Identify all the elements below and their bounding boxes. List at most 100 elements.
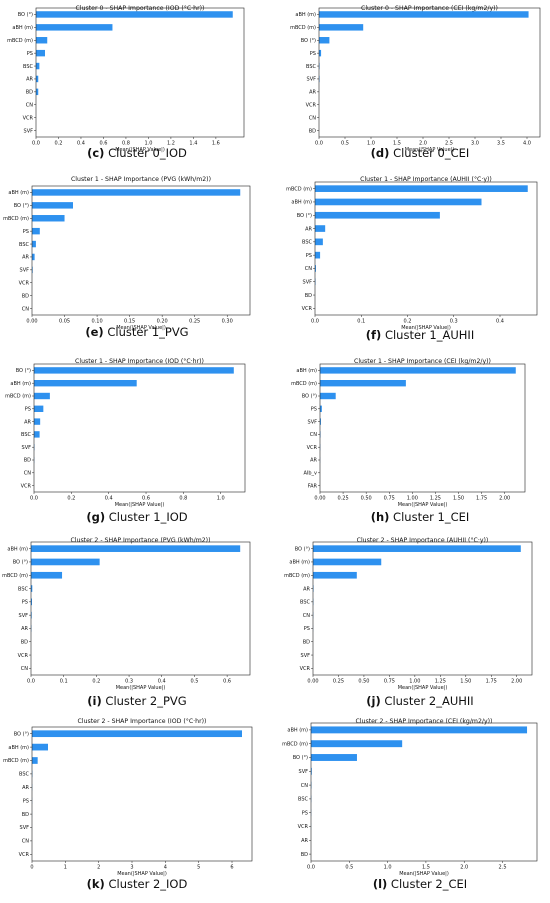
caption-letter: (h) [371, 510, 390, 524]
caption-text: Cluster 2_IOD [105, 877, 188, 891]
x-tick-label: 1 [64, 865, 67, 871]
panel-title: Cluster 1 - SHAP Importance (PVG (kWh/m2… [71, 176, 211, 183]
caption-text: Cluster 0_CEI [389, 146, 469, 160]
bar-c-0 [36, 11, 233, 18]
x-tick-label: 0.8 [122, 141, 130, 147]
bar-d-0 [319, 11, 529, 18]
y-tick-label: mBCD (m) [291, 381, 317, 387]
plot-frame [310, 722, 538, 862]
y-tick-label: CN [301, 783, 308, 789]
x-tick-label: 6 [230, 865, 233, 871]
y-tick-label: AR [21, 626, 28, 632]
y-tick-label: AR [26, 77, 33, 83]
plot-frame [31, 726, 253, 862]
bar-f-2 [315, 211, 440, 219]
x-tick-label: 0.2 [55, 141, 63, 147]
caption-letter: (e) [85, 325, 103, 339]
y-tick-label: mBCD (m) [3, 758, 29, 764]
y-tick-label: aBH (m) [12, 25, 33, 31]
bar-j-1 [313, 558, 382, 566]
y-tick-label: VCR [307, 445, 318, 451]
bar-g-1 [34, 380, 137, 387]
y-tick-label: CN [21, 666, 28, 672]
y-tick-label: SVF [307, 77, 317, 83]
x-tick-label: 0.2 [404, 319, 412, 325]
panel-h: Cluster 1 - SHAP Importance (CEI (kg/m2/… [291, 358, 526, 524]
y-tick-label: PS [311, 407, 317, 413]
y-tick-label: AR [22, 255, 29, 261]
y-tick-label: BO (°) [14, 731, 29, 737]
bar-f-4 [315, 238, 323, 246]
x-tick-label: 5 [197, 865, 200, 871]
x-tick-label: 1.0 [384, 865, 392, 871]
x-tick-label: 1.0 [144, 141, 152, 147]
y-tick-label: CN [310, 432, 317, 438]
y-tick-label: BSC [19, 772, 30, 778]
x-tick-label: 0.0 [30, 496, 38, 502]
y-tick-label: VCR [300, 666, 311, 672]
y-tick-label: PS [23, 229, 29, 235]
plot-frame [312, 541, 533, 676]
x-axis-label: Mean(|SHAP Value|) [116, 325, 166, 331]
x-tick-label: 1.00 [409, 679, 420, 685]
x-tick-label: 1.50 [453, 496, 464, 502]
x-tick-label: 0.25 [189, 319, 200, 325]
panel-title: Cluster 0 - SHAP Importance (CEI (kg/m2/… [361, 5, 498, 12]
bar-f-3 [315, 225, 326, 232]
bar-i-5 [31, 611, 32, 619]
caption-text: Cluster 1_PVG [104, 325, 189, 339]
bar-k-1 [32, 743, 48, 751]
x-tick-label: 1.75 [486, 679, 497, 685]
y-tick-label: mBCD (m) [5, 394, 31, 400]
y-tick-label: mBCD (m) [286, 186, 312, 192]
y-tick-label: BO (°) [301, 38, 316, 44]
x-tick-label: 0.2 [92, 679, 100, 685]
bar-d-2 [319, 37, 330, 44]
y-tick-label: SVF [303, 279, 313, 285]
x-tick-label: 0.10 [92, 319, 103, 325]
panel-d: Cluster 0 - SHAP Importance (CEI (kg/m2/… [290, 5, 541, 160]
y-tick-label: CN [303, 613, 310, 619]
x-tick-label: 0.00 [307, 679, 318, 685]
panel-g: Cluster 1 - SHAP Importance (IOD (°C·hr)… [5, 357, 246, 524]
bar-f-1 [315, 198, 482, 206]
caption-letter: (j) [366, 694, 380, 708]
y-tick-label: AR [22, 785, 29, 791]
plot-frame [30, 541, 251, 676]
panel-f: Cluster 1 - SHAP Importance (AUHII (°C·y… [286, 175, 538, 342]
y-tick-label: BD [21, 639, 28, 645]
x-tick-label: 0.30 [222, 319, 233, 325]
bar-g-0 [34, 367, 234, 374]
panel-title: Cluster 2 - SHAP Importance (CEI (kg/m2/… [356, 718, 493, 725]
y-tick-label: AR [24, 419, 31, 425]
x-tick-label: 0.0 [27, 679, 35, 685]
bar-j-0 [313, 545, 521, 552]
x-tick-label: 0.1 [60, 679, 68, 685]
x-tick-label: 0.25 [338, 496, 349, 502]
y-tick-label: aBH (m) [296, 368, 317, 374]
bar-h-1 [320, 380, 406, 387]
y-tick-label: mBCD (m) [284, 573, 310, 579]
y-tick-label: AR [303, 586, 310, 592]
y-tick-label: BSC [306, 64, 317, 70]
panel-title: Cluster 2 - SHAP Importance (AUHII (°C·y… [357, 536, 489, 544]
caption-letter: (g) [86, 510, 105, 524]
bar-e-0 [32, 189, 241, 196]
caption-text: Cluster 1_IOD [105, 510, 188, 524]
y-tick-label: BSC [23, 64, 34, 70]
bar-i-0 [31, 545, 241, 552]
panel-c: Cluster 0 - SHAP Importance (IOD (°C·hr)… [7, 4, 245, 160]
x-tick-label: 0.20 [157, 319, 168, 325]
bar-d-1 [319, 24, 364, 31]
y-tick-label: aBH (m) [8, 745, 29, 751]
x-tick-label: 1.5 [422, 865, 430, 871]
x-tick-label: 2.0 [460, 865, 468, 871]
panel-k: Cluster 2 - SHAP Importance (IOD (°C·hr)… [3, 717, 253, 891]
x-tick-label: 0.3 [450, 319, 458, 325]
x-tick-label: 0.3 [125, 679, 133, 685]
x-axis-label: Mean(|SHAP Value|) [401, 325, 451, 331]
x-tick-label: 1.0 [217, 496, 225, 502]
x-tick-label: 3.5 [497, 141, 505, 147]
bar-l-1 [311, 740, 403, 748]
x-tick-label: 1.0 [367, 141, 375, 147]
